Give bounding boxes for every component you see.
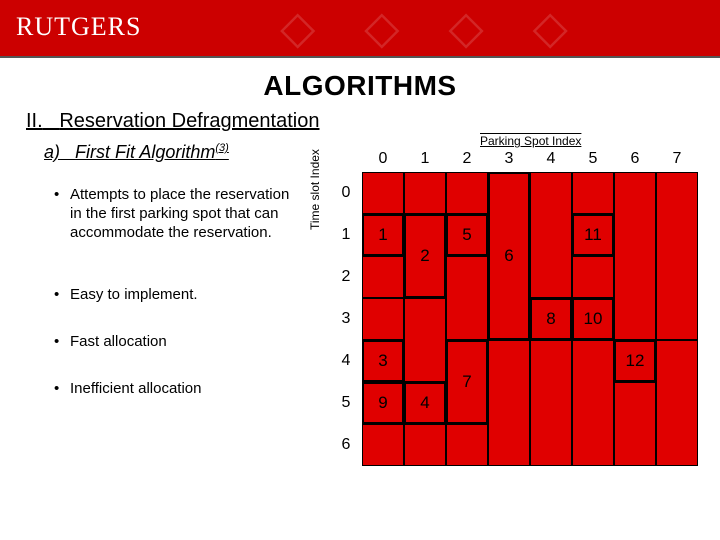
occupied-fill bbox=[362, 298, 404, 340]
reservation-block: 2 bbox=[404, 214, 446, 298]
column-header: 6 bbox=[614, 150, 656, 168]
blocks-overlay: 125611810371294 bbox=[362, 172, 698, 466]
row-header: 0 bbox=[330, 172, 362, 214]
bullet-item: •Fast allocation bbox=[54, 333, 304, 352]
reservation-block: 6 bbox=[488, 172, 530, 340]
bullet-dot: • bbox=[54, 286, 70, 305]
bullet-dot: • bbox=[54, 186, 70, 242]
occupied-fill bbox=[362, 256, 404, 298]
occupied-fill bbox=[572, 172, 614, 214]
header-pattern: ◇ ◇ ◇ ◇ bbox=[280, 0, 720, 56]
reservation-block: 5 bbox=[446, 214, 488, 256]
column-header: 1 bbox=[404, 150, 446, 168]
bullet-item: •Easy to implement. bbox=[54, 286, 304, 305]
column-headers: 01234567 bbox=[362, 150, 710, 172]
bullet-text: Inefficient allocation bbox=[70, 380, 201, 399]
occupied-fill bbox=[530, 340, 572, 466]
reservation-block: 3 bbox=[362, 340, 404, 382]
reservation-block: 8 bbox=[530, 298, 572, 340]
reservation-block: 7 bbox=[446, 340, 488, 424]
bullet-text: Attempts to place the reservation in the… bbox=[70, 186, 304, 242]
occupied-fill bbox=[362, 172, 404, 214]
occupied-fill bbox=[404, 298, 446, 382]
section-heading: II. Reservation Defragmentation bbox=[26, 110, 319, 133]
slide-title: ALGORITHMS bbox=[0, 70, 720, 102]
x-axis-label: Parking Spot Index bbox=[480, 134, 581, 148]
occupied-fill bbox=[614, 382, 656, 466]
section-text: Reservation Defragmentation bbox=[59, 110, 319, 132]
reservation-block: 12 bbox=[614, 340, 656, 382]
grid-body: 0123456125611810371294 bbox=[330, 172, 710, 466]
bullet-dot: • bbox=[54, 380, 70, 399]
column-header: 4 bbox=[530, 150, 572, 168]
bullet-list: •Attempts to place the reservation in th… bbox=[54, 186, 304, 427]
occupied-fill bbox=[488, 340, 530, 466]
brand-logo: RUTGERS bbox=[16, 12, 141, 42]
occupied-fill bbox=[614, 172, 656, 340]
bullet-text: Easy to implement. bbox=[70, 286, 198, 305]
subsection-ref: (3) bbox=[215, 142, 228, 154]
bullet-item: •Attempts to place the reservation in th… bbox=[54, 186, 304, 242]
column-header: 5 bbox=[572, 150, 614, 168]
column-header: 7 bbox=[656, 150, 698, 168]
column-header: 0 bbox=[362, 150, 404, 168]
row-header: 6 bbox=[330, 424, 362, 466]
reservation-block: 11 bbox=[572, 214, 614, 256]
header-underline bbox=[0, 56, 720, 58]
section-prefix: II. bbox=[26, 110, 43, 132]
subsection-heading: a) First Fit Algorithm(3) bbox=[44, 142, 229, 163]
occupied-fill bbox=[362, 424, 404, 466]
subsection-text: First Fit Algorithm bbox=[75, 142, 215, 162]
bullet-item: •Inefficient allocation bbox=[54, 380, 304, 399]
occupied-fill bbox=[656, 172, 698, 340]
subsection-prefix: a) bbox=[44, 142, 60, 162]
occupied-fill bbox=[572, 256, 614, 298]
occupied-fill bbox=[530, 172, 572, 298]
occupied-fill bbox=[446, 172, 488, 214]
row-header: 4 bbox=[330, 340, 362, 382]
reservation-block: 4 bbox=[404, 382, 446, 424]
row-header: 5 bbox=[330, 382, 362, 424]
occupied-fill bbox=[404, 424, 446, 466]
column-header: 3 bbox=[488, 150, 530, 168]
reservation-block: 9 bbox=[362, 382, 404, 424]
column-header: 2 bbox=[446, 150, 488, 168]
occupied-fill bbox=[446, 424, 488, 466]
y-axis-label: Time slot Index bbox=[308, 149, 322, 230]
occupied-fill bbox=[572, 340, 614, 466]
row-header: 3 bbox=[330, 298, 362, 340]
occupied-fill bbox=[404, 172, 446, 214]
occupied-fill bbox=[446, 256, 488, 340]
bullet-text: Fast allocation bbox=[70, 333, 167, 352]
reservation-grid: Parking Spot Index Time slot Index 01234… bbox=[330, 150, 710, 466]
reservation-block: 10 bbox=[572, 298, 614, 340]
bullet-dot: • bbox=[54, 333, 70, 352]
row-header: 2 bbox=[330, 256, 362, 298]
occupied-fill bbox=[656, 340, 698, 466]
reservation-block: 1 bbox=[362, 214, 404, 256]
row-header: 1 bbox=[330, 214, 362, 256]
